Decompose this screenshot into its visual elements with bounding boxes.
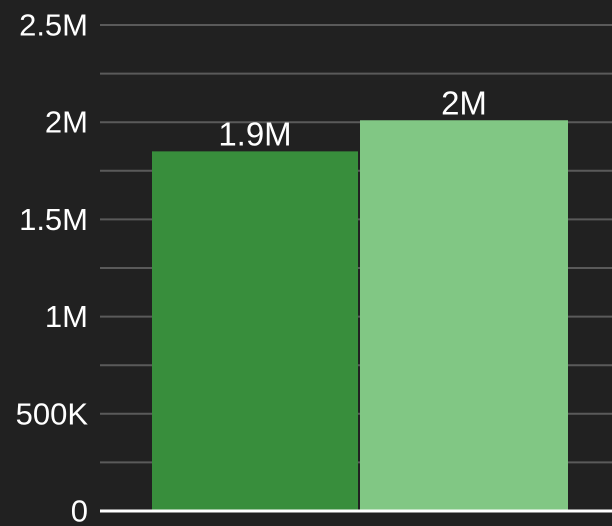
- bar: [152, 151, 358, 512]
- y-tick-label: 2.5M: [19, 8, 88, 43]
- labels: 0 500K 1M 1.5M 2M 2.5M 1.9M 2M: [16, 8, 487, 526]
- y-tick-label: 500K: [16, 396, 89, 431]
- y-tick-label: 2M: [45, 105, 88, 140]
- bars: [152, 120, 568, 512]
- bar: [360, 120, 568, 512]
- data-label: 1.9M: [218, 115, 291, 152]
- data-label: 2M: [441, 84, 487, 121]
- y-tick-label: 0: [71, 494, 88, 526]
- y-tick-label: 1.5M: [19, 202, 88, 237]
- y-tick-label: 1M: [45, 299, 88, 334]
